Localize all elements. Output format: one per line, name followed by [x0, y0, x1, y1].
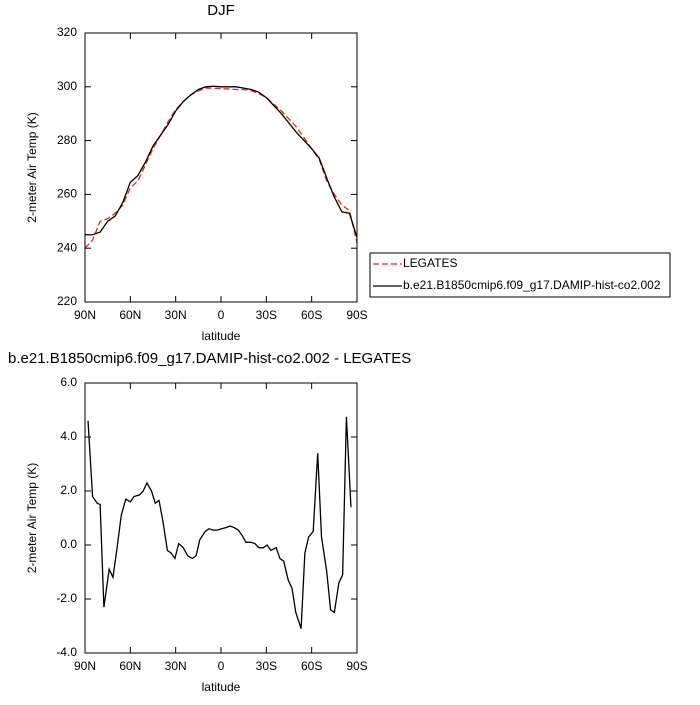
- x-tick-label: 0: [218, 308, 225, 322]
- y-tick-label: 300: [57, 79, 77, 93]
- y-tick-label: 240: [57, 240, 77, 254]
- y-tick-label: 220: [57, 294, 77, 308]
- y-tick-label: 2.0: [60, 483, 77, 497]
- x-tick-label: 0: [218, 659, 225, 673]
- data-line: [85, 85, 358, 238]
- x-tick-label: 30N: [165, 308, 187, 322]
- x-tick-label: 60S: [301, 308, 322, 322]
- legend-box: [369, 252, 671, 298]
- x-tick-label: 90N: [74, 308, 96, 322]
- data-line: [87, 416, 352, 629]
- x-tick-label: 30S: [256, 659, 277, 673]
- y-axis-label: 2-meter Air Temp (K): [25, 112, 39, 222]
- x-tick-label: 30N: [165, 659, 187, 673]
- x-tick-label: 90S: [346, 659, 367, 673]
- legend-label: LEGATES: [403, 256, 457, 270]
- y-tick-label: 260: [57, 187, 77, 201]
- x-tick-label: 60S: [301, 659, 322, 673]
- legend-label: b.e21.B1850cmip6.f09_g17.DAMIP-hist-co2.…: [403, 278, 661, 292]
- y-tick-label: -2.0: [56, 591, 77, 605]
- plot-frame: [84, 382, 358, 654]
- chart-title: DJF: [207, 2, 235, 19]
- y-tick-label: 280: [57, 133, 77, 147]
- y-tick-label: 4.0: [60, 429, 77, 443]
- x-axis-label: latitude: [202, 329, 241, 343]
- x-tick-label: 60N: [119, 308, 141, 322]
- y-tick-label: 0.0: [60, 537, 77, 551]
- x-tick-label: 90S: [346, 308, 367, 322]
- data-line: [84, 87, 358, 249]
- x-axis-label: latitude: [202, 680, 241, 694]
- plot-frame: [84, 32, 358, 303]
- x-tick-label: 30S: [256, 308, 277, 322]
- y-tick-label: -4.0: [56, 645, 77, 659]
- x-tick-label: 60N: [119, 659, 141, 673]
- y-tick-label: 320: [57, 25, 77, 39]
- y-axis-label: 2-meter Air Temp (K): [25, 463, 39, 573]
- x-tick-label: 90N: [74, 659, 96, 673]
- y-tick-label: 6.0: [60, 375, 77, 389]
- chart-title: b.e21.B1850cmip6.f09_g17.DAMIP-hist-co2.…: [8, 350, 411, 367]
